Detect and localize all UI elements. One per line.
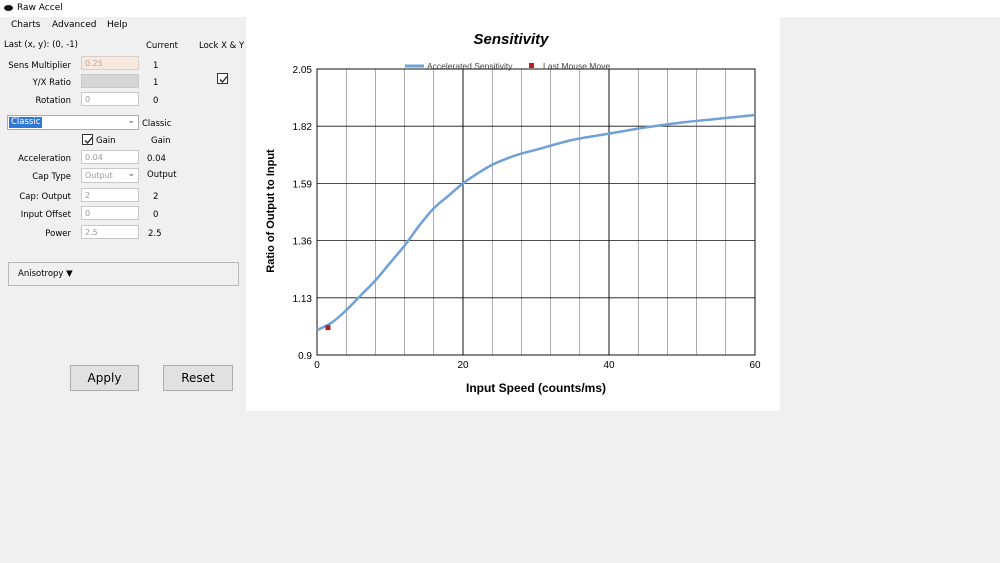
acceleration-field[interactable]: 0.04 [81, 150, 139, 164]
input-offset-current: 0 [153, 210, 159, 220]
y-axis-label: Ratio of Output to Input [265, 149, 277, 273]
x-tick-label: 40 [603, 360, 615, 371]
y-tick-label: 2.05 [293, 65, 313, 76]
current-header: Current [146, 41, 178, 51]
window-title: Raw Accel [17, 3, 63, 13]
yx-ratio-current: 1 [153, 78, 159, 88]
menu-advanced[interactable]: Advanced [52, 20, 97, 30]
legend-item-sensitivity: Accelerated Sensitivity [427, 61, 513, 71]
app-icon [4, 5, 13, 11]
sens-multiplier-label: Sens Multiplier [8, 61, 71, 71]
accel-type-dropdown[interactable]: Classic ⌄ [7, 115, 139, 130]
last-mouse-move-marker [325, 325, 331, 331]
accel-type-selected: Classic [9, 117, 43, 128]
rotation-label: Rotation [35, 96, 71, 106]
y-tick-label: 1.36 [293, 237, 313, 248]
y-tick-label: 1.13 [293, 294, 313, 305]
gain-label: Gain [96, 136, 116, 146]
chevron-down-icon: ⌄ [127, 169, 135, 179]
checkmark-icon [84, 137, 93, 144]
x-tick-label: 20 [457, 360, 469, 371]
sensitivity-chart: Sensitivity Ratio of Output to Input Inp… [265, 31, 761, 395]
empty-area [780, 17, 1000, 411]
menu-bar: Charts Advanced Help [0, 17, 246, 35]
gain-checkbox[interactable] [82, 134, 93, 145]
y-tick-label: 0.9 [298, 351, 312, 362]
menu-charts[interactable]: Charts [11, 20, 41, 30]
rotation-field[interactable]: 0 [81, 92, 139, 106]
anisotropy-toggle[interactable]: Anisotropy ▼ [8, 262, 239, 286]
reset-button[interactable]: Reset [163, 365, 233, 391]
input-offset-field[interactable]: 0 [81, 206, 139, 220]
acceleration-label: Acceleration [18, 154, 71, 164]
acceleration-current: 0.04 [147, 154, 166, 164]
last-xy-label: Last (x, y): (0, -1) [4, 40, 78, 50]
cap-output-current: 2 [153, 192, 159, 202]
chart-title: Sensitivity [473, 31, 549, 48]
cap-output-label: Cap: Output [19, 192, 71, 202]
title-bar: Raw Accel [0, 0, 1000, 17]
x-axis-label: Input Speed (counts/ms) [466, 381, 606, 395]
sens-multiplier-field[interactable]: 0.25 [81, 56, 139, 70]
lock-xy-label: Lock X & Y [199, 41, 245, 51]
chart-grid [316, 68, 756, 356]
input-offset-label: Input Offset [20, 210, 71, 220]
series-line-accelerated-sensitivity [316, 113, 756, 332]
x-tick-label: 60 [749, 360, 761, 371]
x-tick-label: 0 [314, 360, 320, 371]
power-field[interactable]: 2.5 [81, 225, 139, 239]
y-tick-label: 1.82 [293, 122, 313, 133]
yx-ratio-label: Y/X Ratio [32, 78, 71, 88]
cap-type-selected: Output [85, 171, 113, 180]
chart-series [316, 113, 756, 332]
checkmark-icon [219, 76, 228, 83]
yx-ratio-field[interactable] [81, 74, 139, 88]
chevron-down-icon: ⌄ [127, 116, 135, 126]
accel-type-current: Classic [142, 119, 172, 129]
power-label: Power [45, 229, 71, 239]
chart-legend: Accelerated Sensitivity Last Mouse Move [405, 61, 610, 71]
cap-type-dropdown[interactable]: Output ⌄ [81, 168, 139, 183]
menu-help[interactable]: Help [107, 20, 128, 30]
sens-multiplier-current: 1 [153, 61, 159, 71]
anisotropy-label: Anisotropy ▼ [18, 269, 73, 279]
plot-frame [316, 68, 756, 356]
gain-current: Gain [151, 136, 171, 146]
cap-type-current: Output [147, 170, 177, 180]
lock-xy-checkbox[interactable] [217, 73, 228, 84]
rotation-current: 0 [153, 96, 159, 106]
legend-marker-swatch [529, 63, 534, 68]
apply-button[interactable]: Apply [70, 365, 139, 391]
cap-output-field[interactable]: 2 [81, 188, 139, 202]
legend-item-last-move: Last Mouse Move [543, 61, 610, 71]
sensitivity-chart-panel: Sensitivity Ratio of Output to Input Inp… [246, 17, 780, 411]
chart-ticks: 0 20 40 60 0.9 1.13 1.36 1.59 1.82 2.05 [293, 65, 761, 371]
y-tick-label: 1.59 [293, 179, 313, 190]
cap-type-label: Cap Type [32, 172, 71, 182]
power-current: 2.5 [148, 229, 162, 239]
